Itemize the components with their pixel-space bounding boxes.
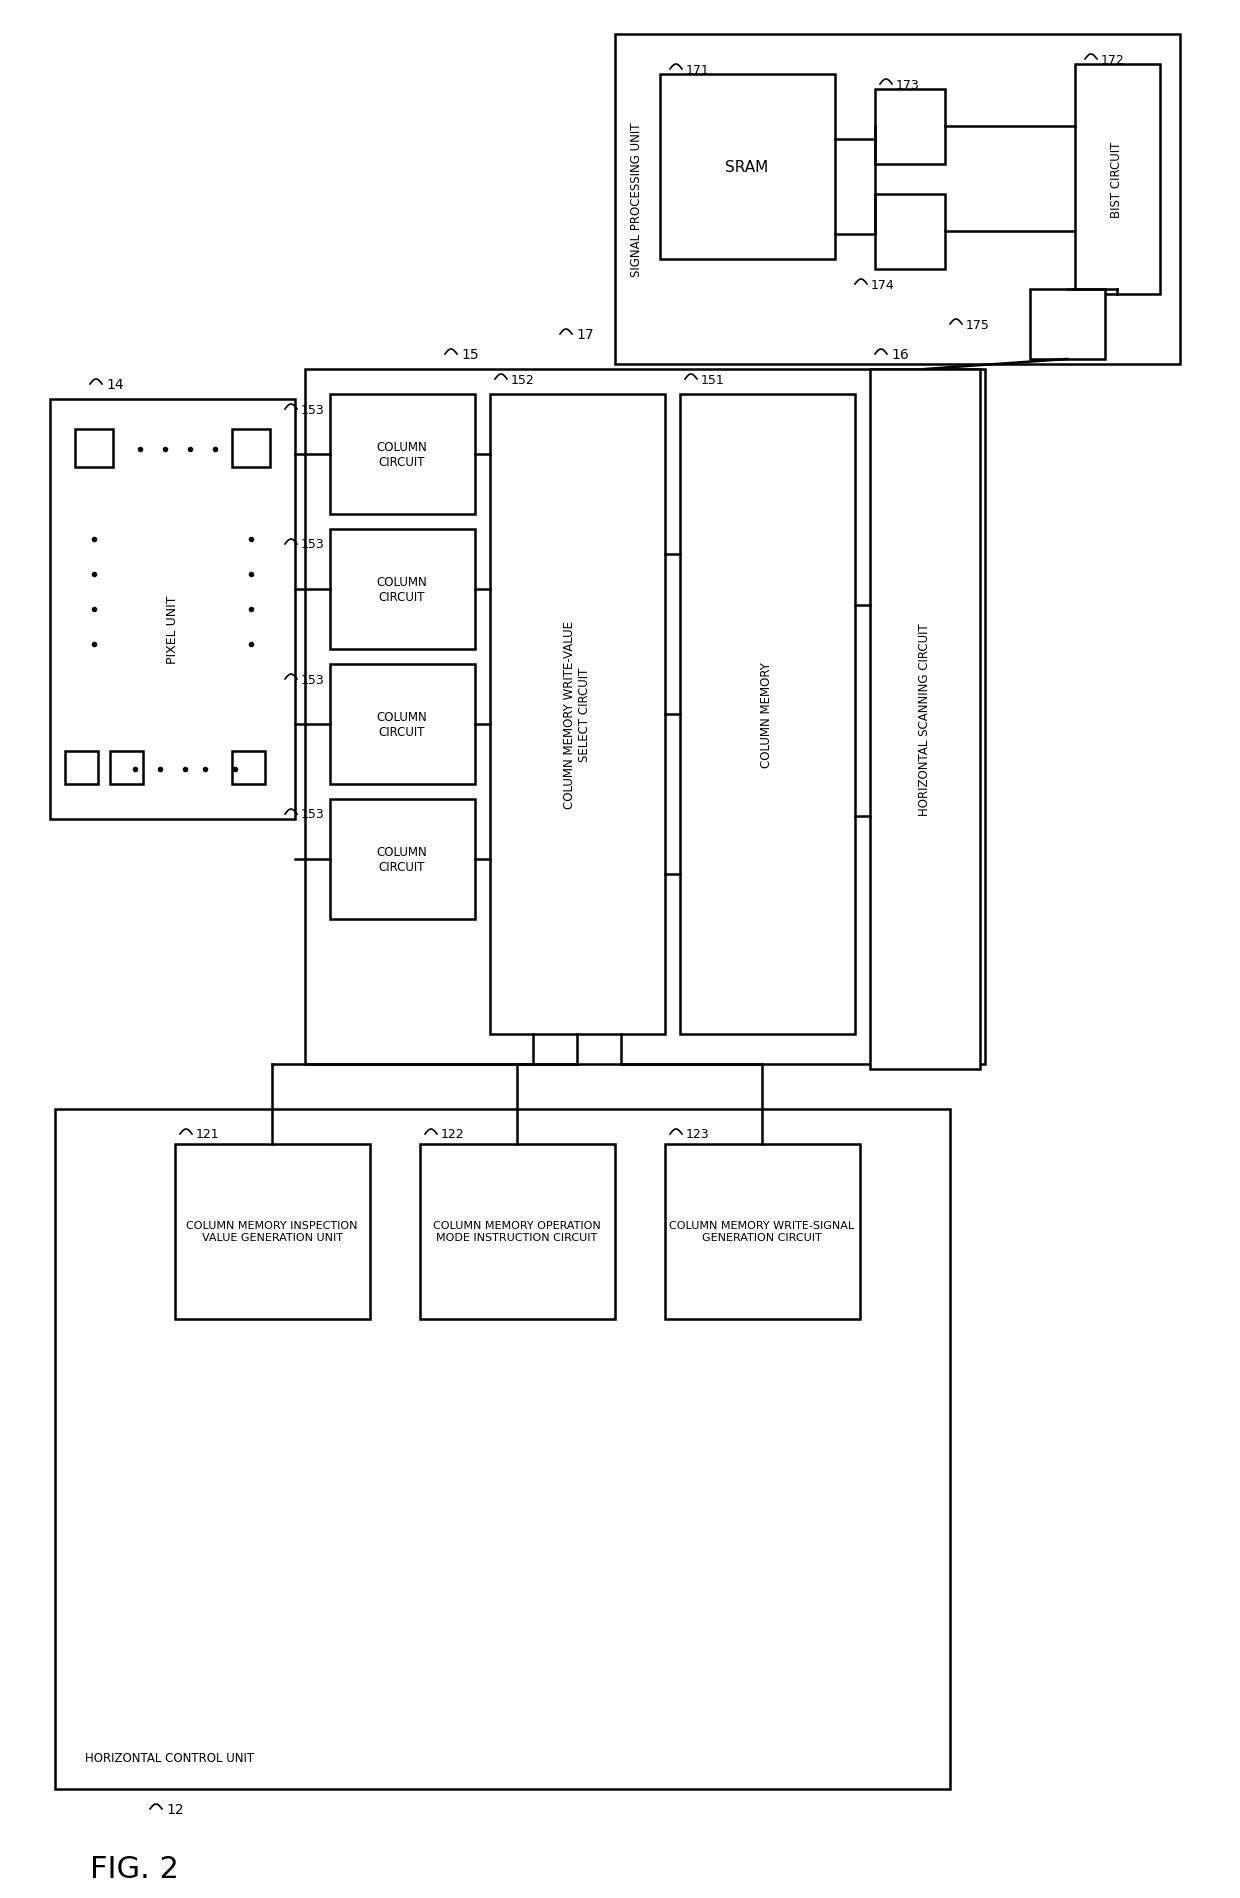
Bar: [64, 752, 98, 784]
Bar: [615, 34, 1180, 364]
Text: COLUMN MEMORY WRITE-SIGNAL
GENERATION CIRCUIT: COLUMN MEMORY WRITE-SIGNAL GENERATION CI…: [670, 1220, 854, 1241]
Text: 16: 16: [892, 347, 909, 363]
Text: 153: 153: [301, 539, 325, 550]
Bar: [1075, 65, 1159, 294]
Text: 152: 152: [511, 374, 534, 387]
Bar: [490, 395, 665, 1034]
Text: COLUMN
CIRCUIT: COLUMN CIRCUIT: [377, 710, 428, 738]
Text: 121: 121: [196, 1127, 219, 1141]
Text: 173: 173: [897, 78, 920, 91]
Bar: [330, 664, 475, 784]
Text: 175: 175: [966, 319, 990, 332]
Bar: [660, 74, 835, 260]
Text: COLUMN MEMORY: COLUMN MEMORY: [760, 662, 774, 767]
Text: HORIZONTAL SCANNING CIRCUIT: HORIZONTAL SCANNING CIRCUIT: [919, 623, 931, 816]
Text: SRAM: SRAM: [725, 159, 769, 175]
Bar: [50, 400, 295, 820]
Text: 171: 171: [686, 63, 709, 76]
Bar: [1030, 290, 1105, 361]
Text: COLUMN MEMORY WRITE-VALUE
SELECT CIRCUIT: COLUMN MEMORY WRITE-VALUE SELECT CIRCUIT: [563, 621, 591, 809]
Text: 172: 172: [1101, 53, 1125, 66]
Text: HORIZONTAL CONTROL UNIT: HORIZONTAL CONTROL UNIT: [86, 1752, 254, 1763]
Bar: [665, 1144, 861, 1319]
Text: 174: 174: [870, 279, 895, 292]
Bar: [232, 752, 265, 784]
Text: 153: 153: [301, 402, 325, 416]
Text: COLUMN
CIRCUIT: COLUMN CIRCUIT: [377, 575, 428, 604]
Bar: [870, 370, 980, 1069]
Text: 153: 153: [301, 674, 325, 687]
Text: 12: 12: [166, 1801, 184, 1816]
Bar: [680, 395, 856, 1034]
Text: FIG. 2: FIG. 2: [91, 1854, 179, 1883]
Text: COLUMN
CIRCUIT: COLUMN CIRCUIT: [377, 440, 428, 469]
Bar: [875, 195, 945, 270]
Text: 15: 15: [461, 347, 479, 363]
Bar: [875, 89, 945, 165]
Text: SIGNAL PROCESSING UNIT: SIGNAL PROCESSING UNIT: [630, 123, 644, 277]
Text: PIXEL UNIT: PIXEL UNIT: [165, 596, 179, 664]
Text: 153: 153: [301, 809, 325, 822]
Text: 14: 14: [105, 378, 124, 391]
Text: 17: 17: [577, 328, 594, 342]
Text: 151: 151: [701, 374, 724, 387]
Bar: [110, 752, 143, 784]
Bar: [55, 1110, 950, 1790]
Bar: [420, 1144, 615, 1319]
Text: COLUMN MEMORY INSPECTION
VALUE GENERATION UNIT: COLUMN MEMORY INSPECTION VALUE GENERATIO…: [186, 1220, 358, 1241]
Text: COLUMN
CIRCUIT: COLUMN CIRCUIT: [377, 845, 428, 873]
Text: BIST CIRCUIT: BIST CIRCUIT: [1111, 142, 1123, 218]
Text: 122: 122: [441, 1127, 465, 1141]
Bar: [232, 429, 270, 467]
Bar: [330, 799, 475, 919]
Bar: [330, 530, 475, 649]
Bar: [305, 370, 985, 1065]
Bar: [175, 1144, 370, 1319]
Text: 123: 123: [686, 1127, 709, 1141]
Bar: [74, 429, 113, 467]
Text: COLUMN MEMORY OPERATION
MODE INSTRUCTION CIRCUIT: COLUMN MEMORY OPERATION MODE INSTRUCTION…: [433, 1220, 601, 1241]
Bar: [330, 395, 475, 514]
